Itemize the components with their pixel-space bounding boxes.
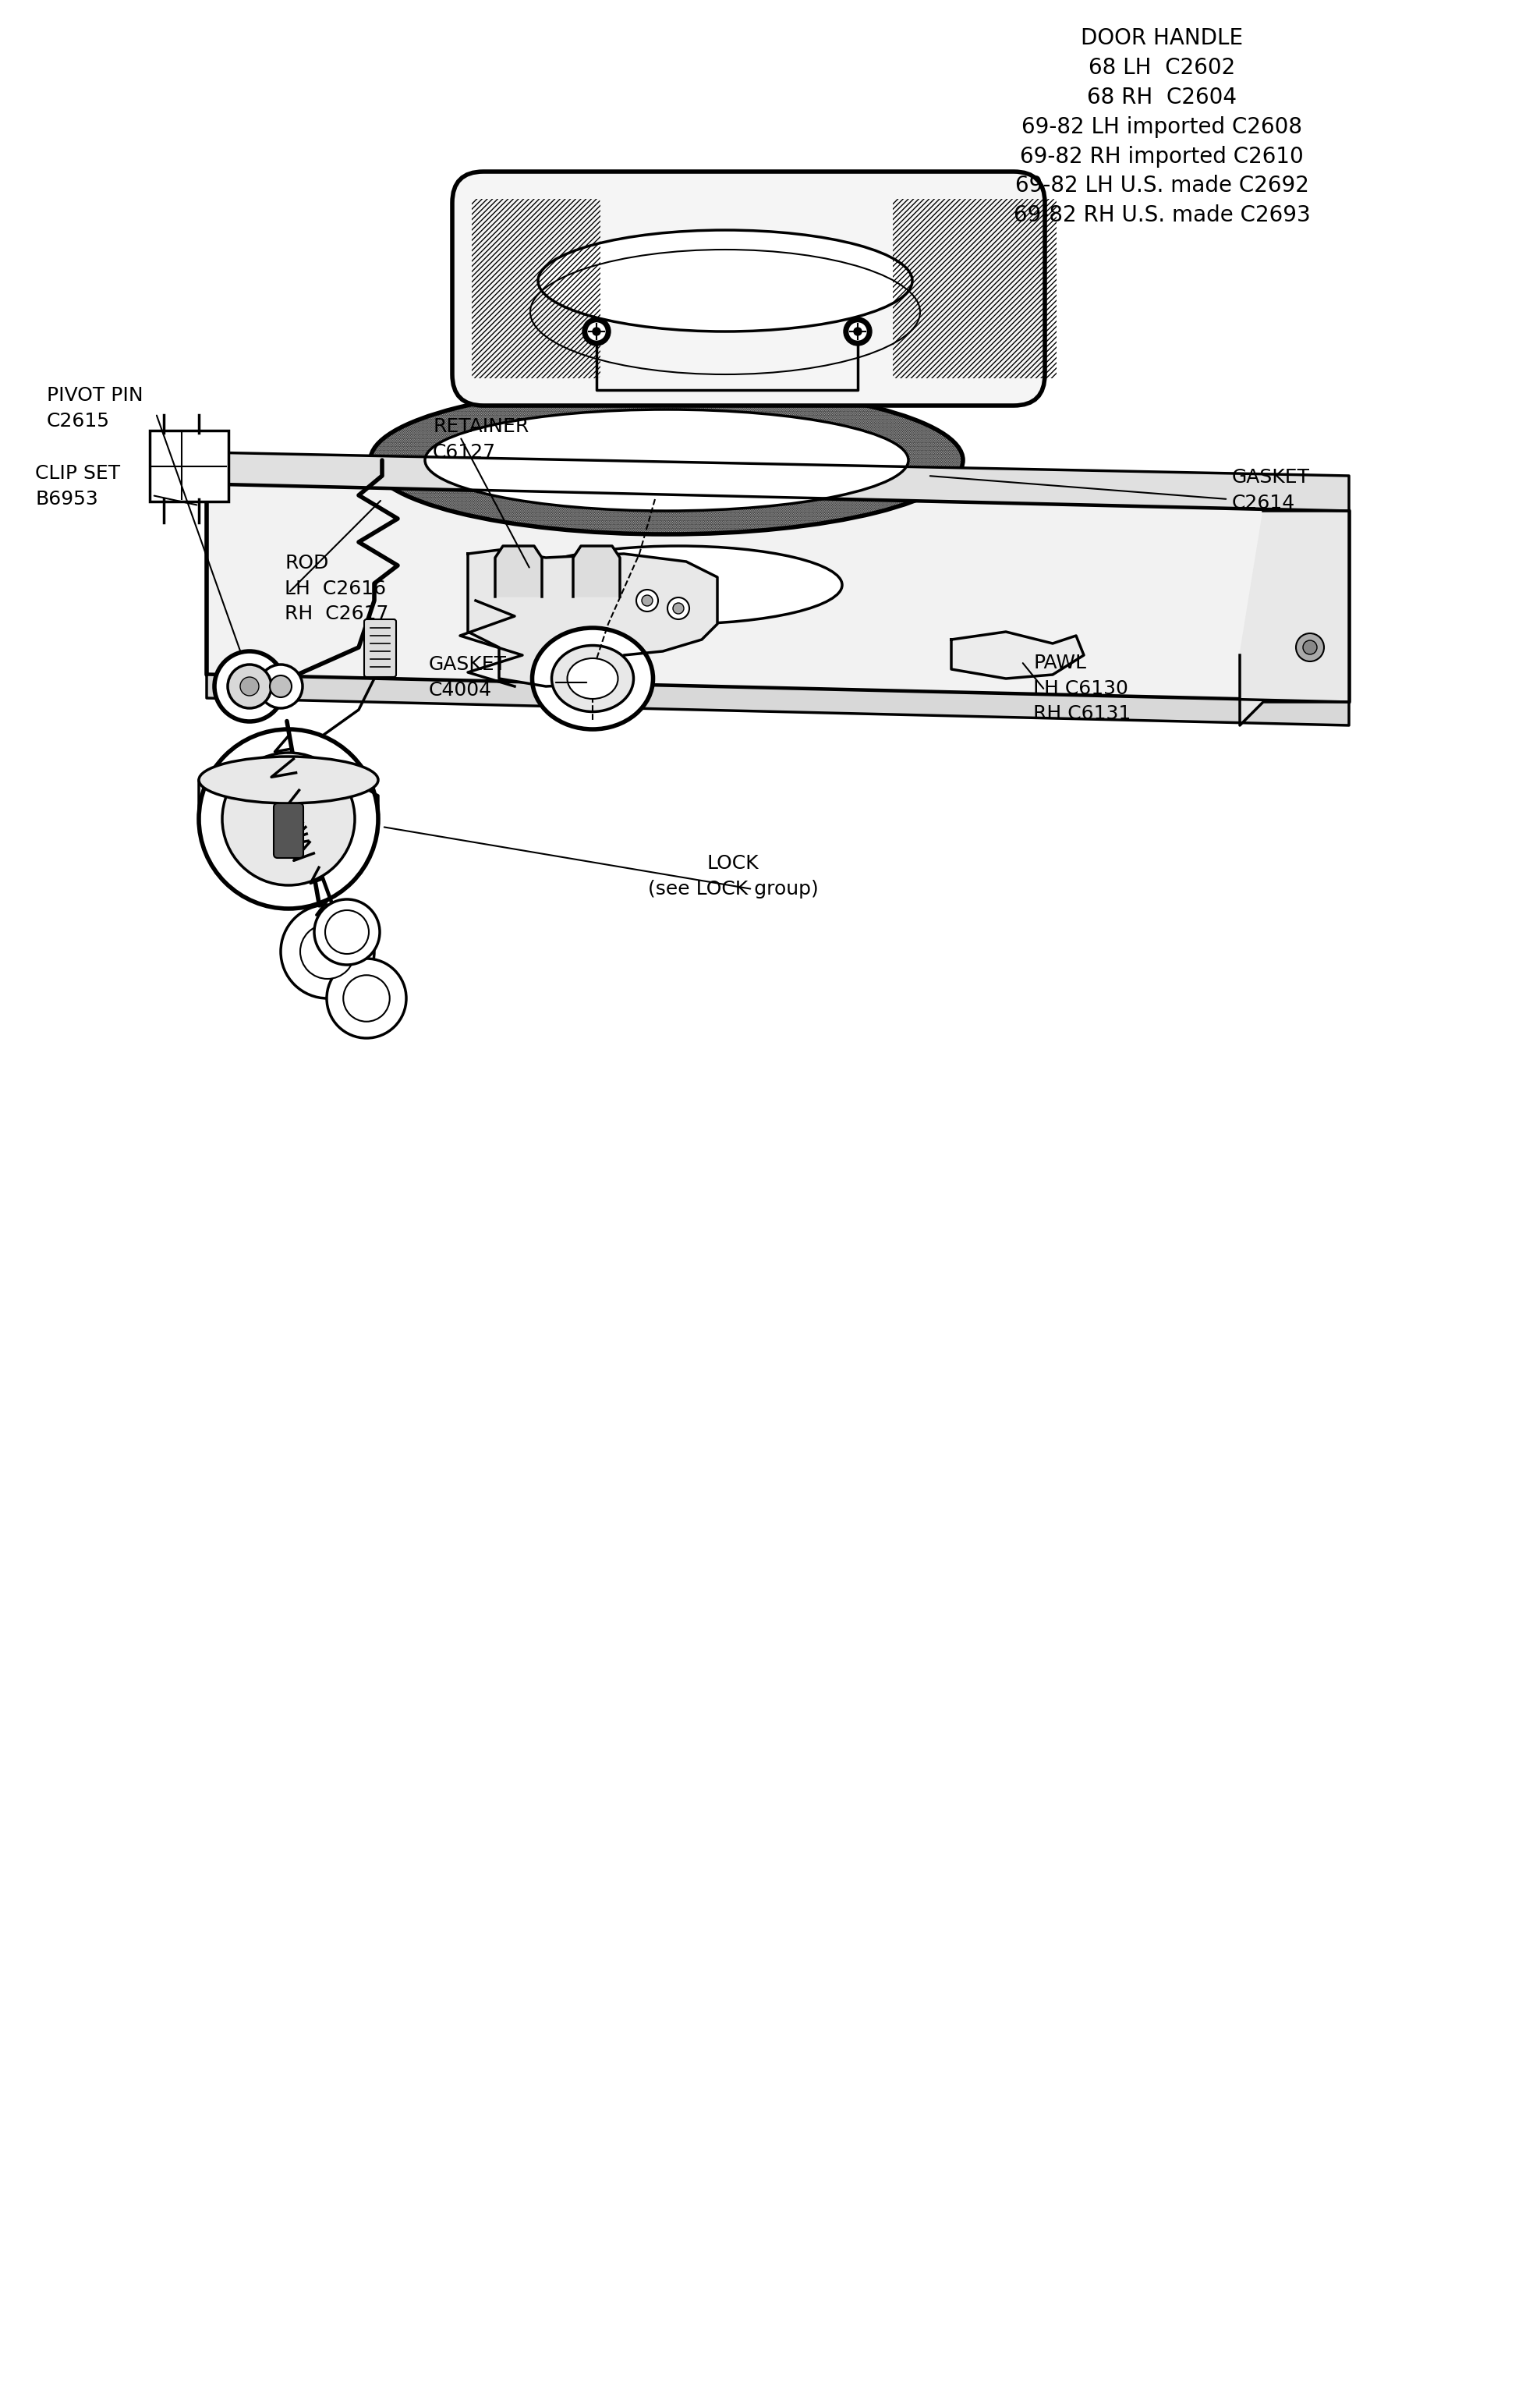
Circle shape — [593, 329, 601, 336]
Circle shape — [849, 324, 867, 341]
Ellipse shape — [371, 386, 963, 534]
Text: RETAINER
C6127: RETAINER C6127 — [433, 417, 528, 462]
Ellipse shape — [567, 657, 618, 698]
Text: GASKET
C2614: GASKET C2614 — [1232, 467, 1311, 512]
Circle shape — [214, 650, 285, 722]
Ellipse shape — [551, 646, 633, 712]
Circle shape — [1297, 634, 1324, 662]
Ellipse shape — [514, 545, 842, 624]
Circle shape — [314, 900, 380, 965]
FancyBboxPatch shape — [149, 431, 228, 503]
Circle shape — [853, 329, 861, 336]
FancyBboxPatch shape — [363, 619, 396, 676]
Ellipse shape — [199, 757, 379, 803]
Polygon shape — [206, 674, 1349, 727]
Circle shape — [636, 591, 658, 612]
Text: PAWL
LH C6130
RH C6131: PAWL LH C6130 RH C6131 — [1033, 653, 1130, 724]
Ellipse shape — [533, 629, 653, 729]
Text: GASKET
C4004: GASKET C4004 — [428, 655, 507, 700]
Circle shape — [259, 665, 302, 707]
Circle shape — [222, 753, 354, 886]
FancyBboxPatch shape — [274, 803, 303, 858]
Polygon shape — [199, 779, 379, 819]
Text: DOOR HANDLE
68 LH  C2602
68 RH  C2604
69-82 LH imported C2608
69-82 RH imported : DOOR HANDLE 68 LH C2602 68 RH C2604 69-8… — [1013, 26, 1311, 226]
Circle shape — [240, 676, 259, 696]
Polygon shape — [206, 453, 1349, 510]
Text: LOCK
(see LOCK group): LOCK (see LOCK group) — [648, 855, 818, 898]
Circle shape — [582, 317, 610, 345]
Circle shape — [667, 598, 690, 619]
Polygon shape — [496, 545, 542, 596]
Text: PIVOT PIN
C2615: PIVOT PIN C2615 — [46, 386, 143, 431]
Text: ROD
LH  C2616
RH  C2617: ROD LH C2616 RH C2617 — [285, 553, 388, 624]
Circle shape — [844, 317, 872, 345]
Polygon shape — [206, 484, 1349, 703]
Ellipse shape — [425, 410, 909, 510]
Circle shape — [326, 958, 407, 1039]
Polygon shape — [1240, 510, 1349, 727]
Circle shape — [588, 324, 605, 341]
Circle shape — [343, 974, 390, 1022]
Text: CLIP SET
B6953: CLIP SET B6953 — [35, 464, 120, 507]
Polygon shape — [468, 550, 718, 686]
FancyBboxPatch shape — [453, 172, 1044, 405]
Circle shape — [199, 729, 379, 908]
Ellipse shape — [537, 231, 912, 331]
Circle shape — [673, 603, 684, 615]
Circle shape — [1303, 641, 1317, 655]
Circle shape — [228, 665, 271, 707]
Circle shape — [300, 924, 354, 979]
Circle shape — [270, 676, 291, 698]
Circle shape — [280, 905, 374, 998]
Circle shape — [325, 910, 368, 953]
Polygon shape — [573, 545, 621, 596]
Polygon shape — [952, 631, 1084, 679]
Circle shape — [642, 596, 653, 605]
